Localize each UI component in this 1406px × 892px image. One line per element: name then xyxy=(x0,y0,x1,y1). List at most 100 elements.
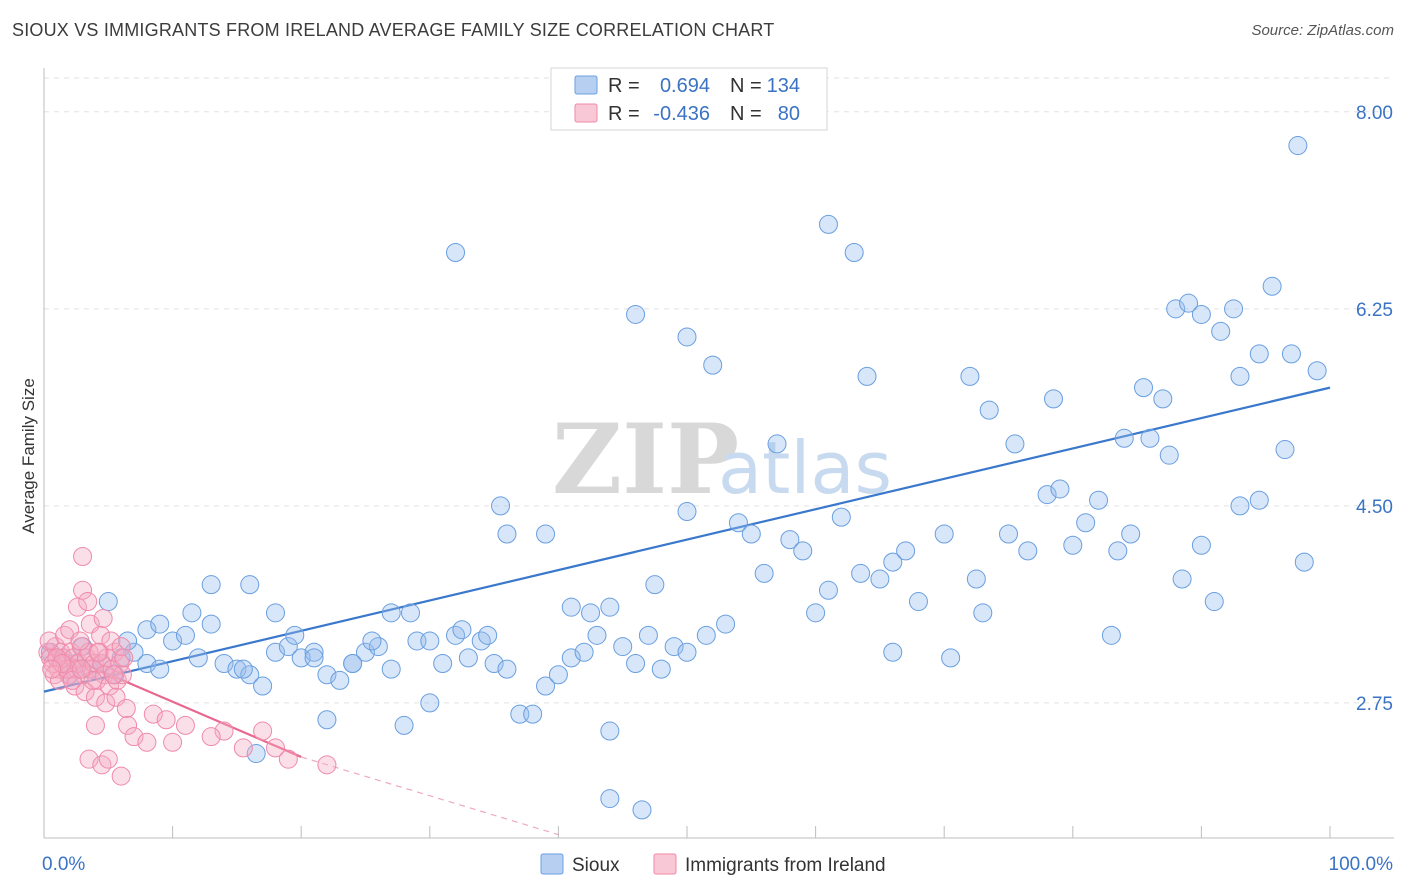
point-sioux-10 xyxy=(163,631,183,651)
point-sioux-85 xyxy=(793,541,813,561)
point-sioux-43 xyxy=(587,625,607,645)
point-sioux-80 xyxy=(716,614,736,634)
point-ireland-62 xyxy=(118,715,138,735)
point-sioux-114 xyxy=(446,243,466,263)
point-ireland-69 xyxy=(79,749,99,769)
legend-n-value-ireland: 80 xyxy=(778,103,800,125)
point-sioux-86 xyxy=(818,580,838,600)
legend-r-value-ireland: -0.436 xyxy=(653,103,710,125)
point-sioux-108 xyxy=(1204,592,1224,612)
axes xyxy=(43,68,1394,839)
point-sioux-25 xyxy=(356,642,375,662)
point-ireland-40 xyxy=(91,625,111,645)
point-ireland-48 xyxy=(78,592,98,612)
point-ireland-57 xyxy=(88,642,108,662)
point-sioux-64 xyxy=(343,653,363,673)
point-ireland-39 xyxy=(85,687,105,707)
point-sioux-118 xyxy=(767,434,787,454)
point-sioux-53 xyxy=(98,592,118,612)
point-sioux-28 xyxy=(394,715,414,735)
point-sioux-96 xyxy=(999,524,1018,544)
point-sioux-131 xyxy=(1211,321,1231,341)
point-ireland-47 xyxy=(73,580,93,600)
point-sioux-122 xyxy=(960,366,980,386)
data-points xyxy=(38,136,1327,820)
point-sioux-58 xyxy=(201,575,221,595)
point-sioux-125 xyxy=(1044,389,1064,409)
watermark-zip: ZIP xyxy=(552,403,739,516)
point-sioux-82 xyxy=(741,524,761,544)
point-ireland-63 xyxy=(143,704,163,724)
legend-n-label-ireland: N = xyxy=(730,103,762,125)
point-sioux-48 xyxy=(651,659,671,679)
point-sioux-109 xyxy=(1230,496,1250,516)
series-legend-label-sioux: Sioux xyxy=(572,855,620,876)
point-sioux-61 xyxy=(265,603,285,623)
point-sioux-129 xyxy=(1166,299,1186,319)
point-ireland-78 xyxy=(233,738,253,758)
point-sioux-87 xyxy=(831,507,851,527)
point-sioux-145 xyxy=(1179,293,1199,313)
trend-line-ireland-extension xyxy=(301,756,559,836)
point-sioux-33 xyxy=(458,648,478,668)
point-sioux-144 xyxy=(1101,625,1121,645)
point-ireland-68 xyxy=(278,749,298,769)
point-ireland-45 xyxy=(116,699,136,719)
point-sioux-140 xyxy=(632,800,652,820)
point-sioux-11 xyxy=(175,625,195,645)
legend-n-value-sioux: 134 xyxy=(767,75,800,97)
point-sioux-106 xyxy=(1172,569,1192,589)
point-sioux-92 xyxy=(908,592,928,612)
point-sioux-56 xyxy=(150,614,170,634)
point-sioux-123 xyxy=(979,400,999,420)
point-sioux-14 xyxy=(214,653,234,673)
point-sioux-115 xyxy=(626,304,646,324)
point-ireland-53 xyxy=(114,648,134,668)
point-sioux-70 xyxy=(478,625,498,645)
point-sioux-39 xyxy=(536,676,556,696)
legend-r-label-sioux: R = xyxy=(608,75,640,97)
point-ireland-56 xyxy=(71,659,91,679)
point-ireland-64 xyxy=(163,732,183,752)
point-sioux-94 xyxy=(966,569,986,589)
point-sioux-13 xyxy=(201,614,221,634)
point-ireland-28 xyxy=(110,653,130,673)
point-ireland-49 xyxy=(93,608,113,628)
y-tick-labels: 2.75 4.50 6.25 8.00 xyxy=(1356,103,1393,715)
point-ireland-59 xyxy=(42,659,62,679)
x-tick-labels: 0.0% 100.0% xyxy=(42,854,1393,875)
point-sioux-40 xyxy=(548,665,568,685)
y-tick-label-3: 8.00 xyxy=(1356,103,1393,124)
point-ireland-66 xyxy=(265,738,285,758)
point-sioux-36 xyxy=(497,659,517,679)
point-sioux-130 xyxy=(1191,304,1211,324)
point-sioux-89 xyxy=(870,569,890,589)
point-sioux-67 xyxy=(401,603,421,623)
point-sioux-35 xyxy=(484,653,504,673)
point-sioux-102 xyxy=(1108,541,1128,561)
legend-r-value-sioux: 0.694 xyxy=(660,75,710,97)
point-sioux-49 xyxy=(664,637,684,657)
legend-swatch-ireland xyxy=(574,103,598,123)
point-sioux-41 xyxy=(561,648,581,668)
point-ireland-42 xyxy=(101,631,121,651)
point-ireland-58 xyxy=(103,665,123,685)
point-sioux-63 xyxy=(304,648,324,668)
legend-swatch-sioux xyxy=(574,75,598,95)
point-sioux-65 xyxy=(362,631,382,651)
x-tick-label-0: 0.0% xyxy=(42,854,85,875)
point-ireland-54 xyxy=(47,648,67,668)
point-sioux-97 xyxy=(1018,541,1038,561)
point-sioux-57 xyxy=(182,603,202,623)
point-sioux-72 xyxy=(497,524,517,544)
point-ireland-36 xyxy=(70,631,90,651)
point-sioux-18 xyxy=(265,642,285,662)
point-sioux-98 xyxy=(1037,485,1057,505)
point-sioux-126 xyxy=(1114,428,1134,448)
point-sioux-95 xyxy=(973,603,993,623)
point-sioux-21 xyxy=(304,642,324,662)
point-sioux-136 xyxy=(1288,136,1308,156)
series-legend-swatch-sioux xyxy=(540,853,564,875)
point-ireland-55 xyxy=(52,653,72,673)
point-sioux-88 xyxy=(851,563,871,583)
